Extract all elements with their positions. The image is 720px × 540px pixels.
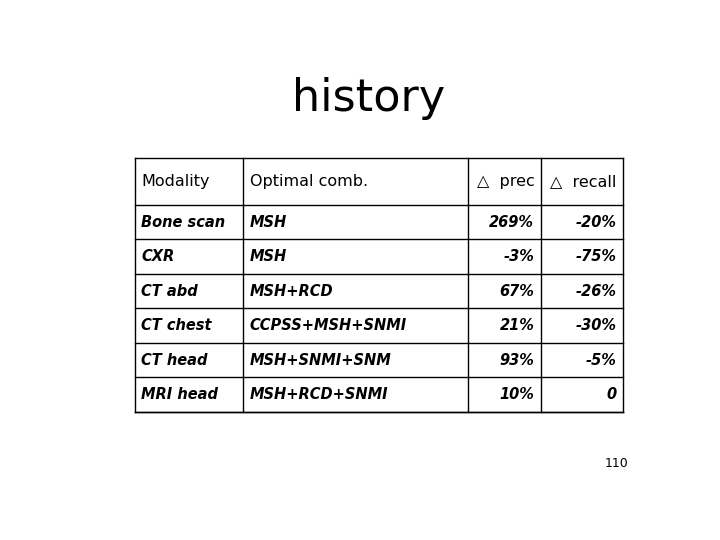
Text: MSH: MSH: [250, 215, 287, 230]
Text: history: history: [292, 77, 446, 119]
Text: 269%: 269%: [490, 215, 534, 230]
Text: -26%: -26%: [575, 284, 616, 299]
Text: △  prec: △ prec: [477, 174, 534, 189]
Text: CT abd: CT abd: [141, 284, 198, 299]
Text: MRI head: MRI head: [141, 387, 218, 402]
Text: 93%: 93%: [500, 353, 534, 368]
Text: 21%: 21%: [500, 318, 534, 333]
Text: MSH+RCD+SNMI: MSH+RCD+SNMI: [250, 387, 388, 402]
Text: 0: 0: [606, 387, 616, 402]
Text: MSH+RCD: MSH+RCD: [250, 284, 333, 299]
Text: -3%: -3%: [503, 249, 534, 264]
Text: -20%: -20%: [575, 215, 616, 230]
Text: 10%: 10%: [500, 387, 534, 402]
Text: -75%: -75%: [575, 249, 616, 264]
Text: 110: 110: [605, 457, 629, 470]
Text: Bone scan: Bone scan: [141, 215, 225, 230]
Text: CT head: CT head: [141, 353, 208, 368]
Text: -30%: -30%: [575, 318, 616, 333]
Text: Modality: Modality: [141, 174, 210, 189]
Text: △  recall: △ recall: [550, 174, 616, 189]
Text: Optimal comb.: Optimal comb.: [250, 174, 368, 189]
Text: MSH: MSH: [250, 249, 287, 264]
Text: CXR: CXR: [141, 249, 174, 264]
Text: CCPSS+MSH+SNMI: CCPSS+MSH+SNMI: [250, 318, 407, 333]
Text: 67%: 67%: [500, 284, 534, 299]
Text: CT chest: CT chest: [141, 318, 212, 333]
Text: MSH+SNMI+SNM: MSH+SNMI+SNM: [250, 353, 391, 368]
Text: -5%: -5%: [585, 353, 616, 368]
